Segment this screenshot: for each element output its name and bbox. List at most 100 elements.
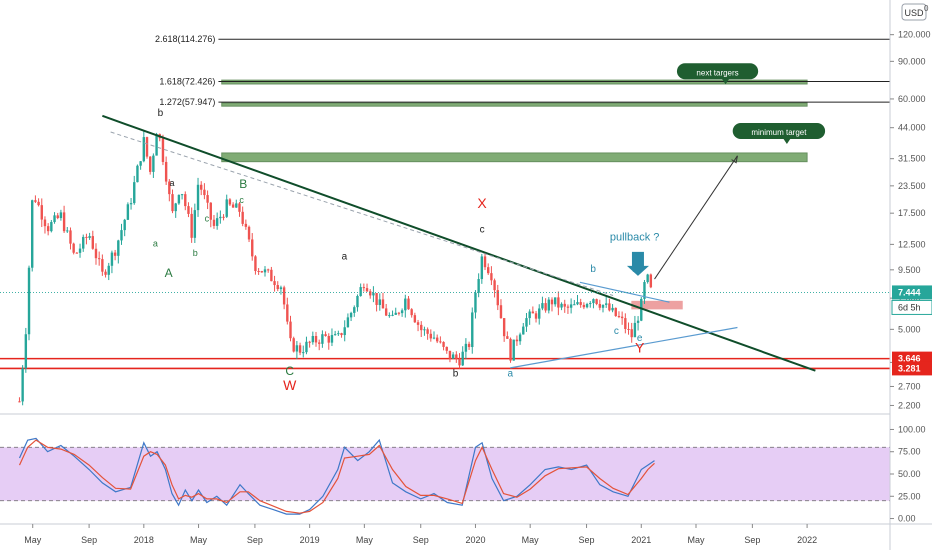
wave-label: b xyxy=(590,264,596,275)
candle-body xyxy=(397,312,401,314)
candle-body xyxy=(576,302,579,305)
candle-body xyxy=(113,252,117,256)
candle-body xyxy=(62,212,66,232)
candle-body xyxy=(378,299,381,305)
candle-body xyxy=(384,308,388,316)
candle-body xyxy=(614,307,617,316)
candle-body xyxy=(136,165,139,183)
fib-level-label: 1.618(72.426) xyxy=(159,76,215,86)
candle-body xyxy=(324,334,327,337)
candle-body xyxy=(448,350,452,359)
candle-body xyxy=(353,307,356,313)
candle-body xyxy=(107,265,110,275)
candle-body xyxy=(286,304,289,322)
candle-body xyxy=(429,333,433,339)
candle-body xyxy=(212,219,216,226)
candle-body xyxy=(266,269,270,271)
oscillator-d-line xyxy=(18,439,655,514)
candle-body xyxy=(161,138,165,162)
candle-body xyxy=(251,239,254,257)
target-zone xyxy=(221,152,808,163)
candle-body xyxy=(496,290,499,306)
candle-body xyxy=(611,307,614,311)
candle-body xyxy=(346,317,350,328)
candle-body xyxy=(400,310,404,314)
candle-body xyxy=(148,156,152,172)
candle-body xyxy=(200,184,203,190)
candle-body xyxy=(206,195,209,203)
candle-body xyxy=(117,240,120,256)
candle-body xyxy=(487,267,490,274)
candle-body xyxy=(34,200,37,202)
candle-body xyxy=(18,401,21,403)
price-pane[interactable]: 2.618(114.276) 1.618(72.426) 1.272(57.947)… xyxy=(0,0,890,414)
candle-body xyxy=(91,236,94,249)
candle-body xyxy=(620,316,624,319)
candle-body xyxy=(193,210,197,238)
candle-body xyxy=(295,345,299,352)
candle-body xyxy=(359,287,362,297)
fib-level-label: 2.618(114.276) xyxy=(155,34,215,44)
candle-body xyxy=(627,328,630,330)
candle-body xyxy=(343,327,346,336)
oscillator-band xyxy=(0,447,890,501)
candle-body xyxy=(177,194,181,204)
price-tick-label: 17.500 xyxy=(898,208,926,218)
candle-body xyxy=(59,212,63,219)
candle-body xyxy=(257,270,260,272)
oscillator-pane[interactable] xyxy=(0,437,890,515)
last-price-tag xyxy=(892,285,932,300)
candle-body xyxy=(327,336,330,343)
callout-pointer xyxy=(721,78,730,85)
candle-body xyxy=(31,200,34,268)
pullback-zone xyxy=(631,300,683,310)
candle-body xyxy=(321,334,324,344)
candle-body xyxy=(388,315,391,317)
candle-body xyxy=(461,351,464,366)
wave-label: c xyxy=(614,326,619,337)
candle-body xyxy=(302,352,305,354)
candle-body xyxy=(260,271,264,273)
candle-body xyxy=(557,297,560,308)
candle-body xyxy=(550,299,554,305)
candle-body xyxy=(231,204,235,208)
candle-body xyxy=(515,339,519,342)
candle-body xyxy=(276,285,279,290)
target-zone xyxy=(221,79,808,85)
candle-body xyxy=(502,318,506,337)
wave-label: W xyxy=(283,377,297,393)
support-level-value: 3.646 xyxy=(898,354,921,364)
candle-body xyxy=(289,321,292,339)
callout-bubble xyxy=(676,63,759,80)
candle-body xyxy=(442,342,445,347)
candle-body xyxy=(553,297,557,305)
wave-label: b xyxy=(193,248,198,258)
candle-body xyxy=(630,329,633,338)
candle-body xyxy=(337,333,340,335)
wave-label: b xyxy=(158,108,164,119)
price-tick-label: 120.000 xyxy=(898,30,931,40)
candle-body xyxy=(649,274,653,288)
time-tick-label: May xyxy=(522,535,540,545)
candle-body xyxy=(164,161,168,182)
candle-body xyxy=(209,202,212,220)
wave-label: b xyxy=(453,369,459,380)
candle-body xyxy=(69,230,72,244)
candle-body xyxy=(471,312,474,348)
candle-body xyxy=(573,304,576,306)
candle-body xyxy=(585,304,589,308)
candle-body xyxy=(592,299,595,304)
candle-body xyxy=(129,203,133,205)
candle-body xyxy=(273,281,276,286)
candle-body xyxy=(40,205,43,220)
currency-badge xyxy=(901,3,927,21)
candle-body xyxy=(528,311,531,319)
candle-body xyxy=(101,259,104,272)
candle-body xyxy=(318,342,321,344)
candle-body xyxy=(416,322,420,325)
candle-body xyxy=(180,194,184,196)
candle-body xyxy=(225,199,228,217)
price-tick-label: 5.000 xyxy=(898,324,921,334)
